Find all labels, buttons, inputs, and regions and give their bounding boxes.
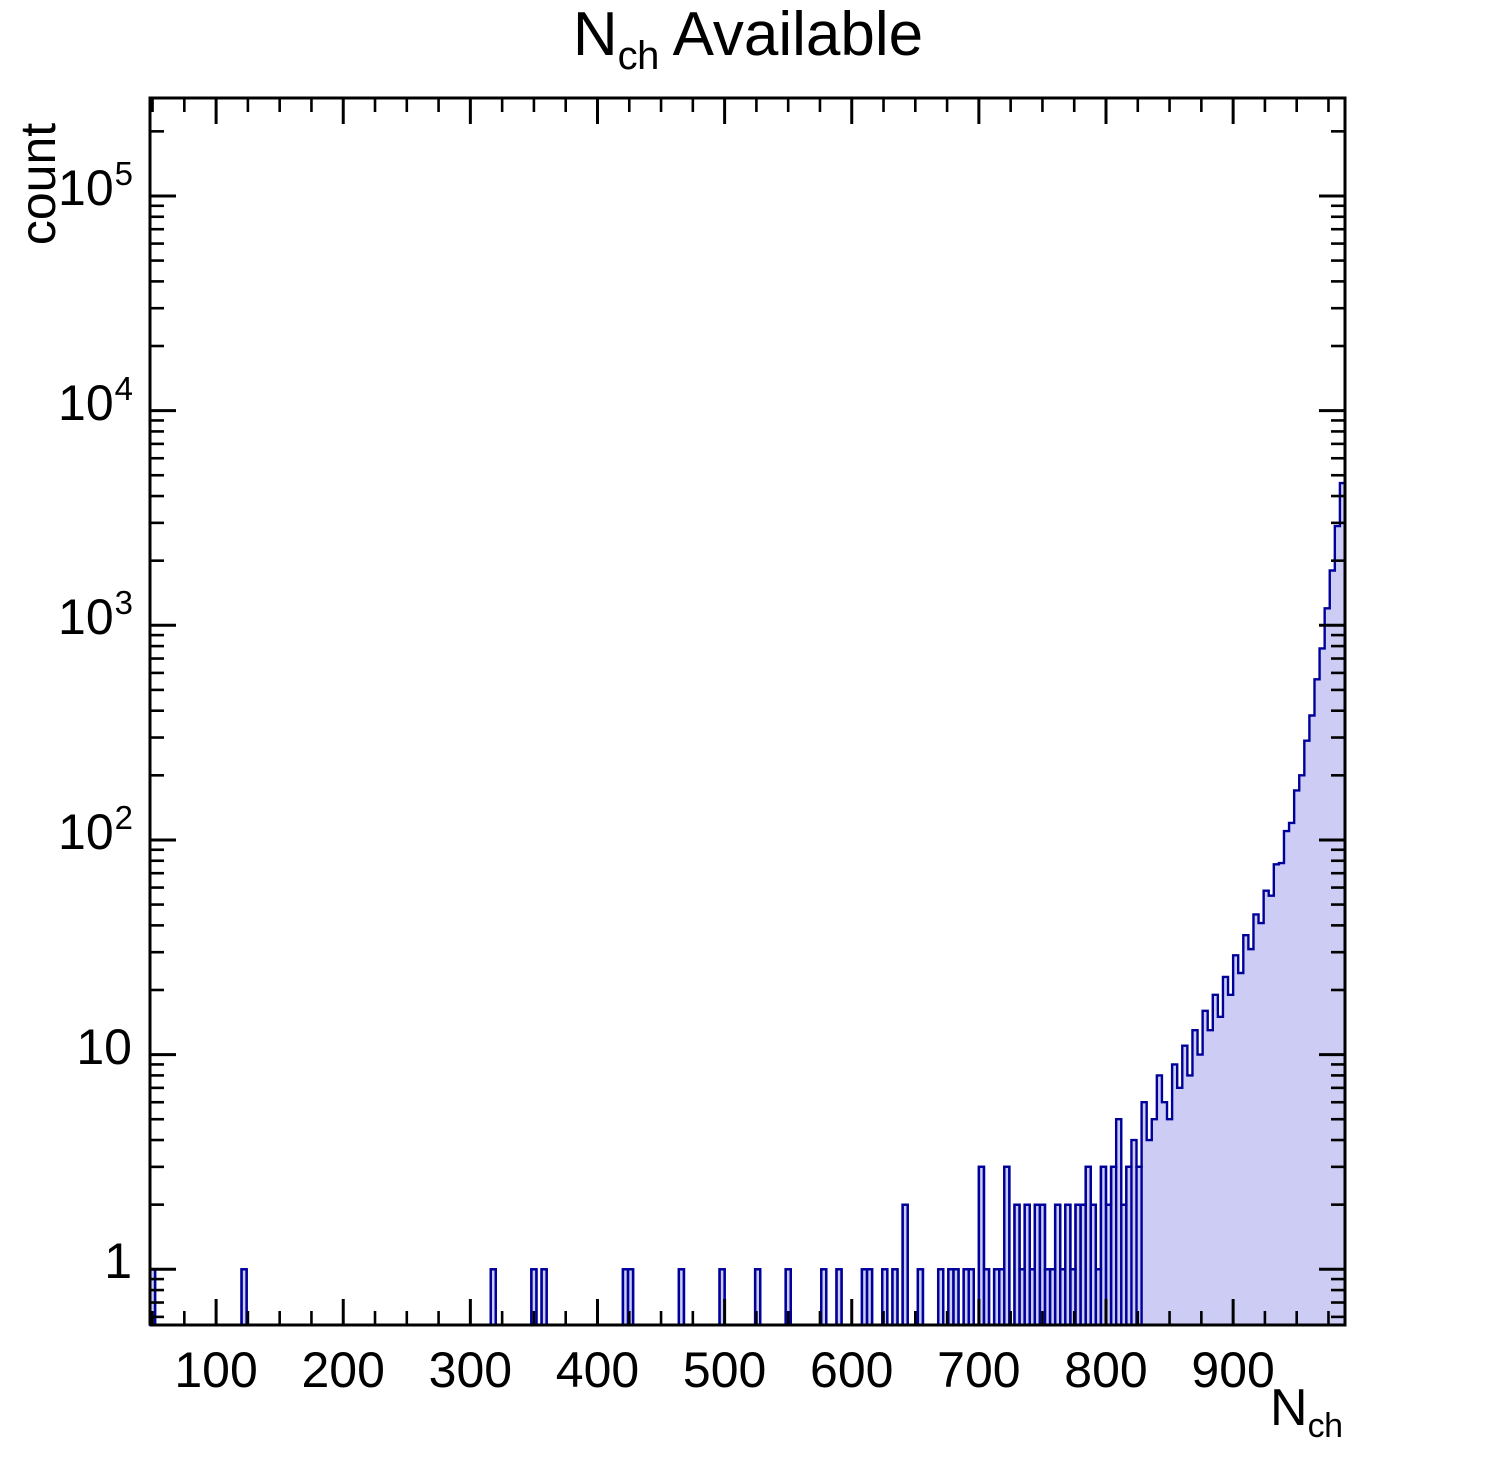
- x-tick-label: 100: [174, 1342, 258, 1398]
- x-tick-label: 300: [428, 1342, 513, 1398]
- y-tick-mantissa: 10: [76, 1018, 132, 1075]
- y-tick-exponent: 2: [114, 798, 133, 836]
- x-tick-label: 700: [937, 1342, 1021, 1398]
- y-tick-label: 104: [58, 372, 133, 431]
- y-tick-mantissa: 1: [104, 1233, 132, 1290]
- y-tick-mantissa: 10: [58, 803, 114, 860]
- x-tick-label: 200: [301, 1342, 385, 1398]
- y-tick-label: 103: [58, 586, 133, 646]
- axis-ticks: [150, 98, 1345, 1325]
- y-tick-exponent: 3: [114, 584, 133, 622]
- y-tick-exponent: 4: [114, 369, 133, 407]
- x-tick-label: 900: [1191, 1342, 1275, 1398]
- y-tick-mantissa: 10: [58, 159, 114, 216]
- y-tick-label: 10: [76, 1022, 132, 1072]
- histogram-series: [148, 481, 1347, 1327]
- title-tail: Available: [658, 0, 924, 69]
- y-tick-exponent: 5: [114, 154, 133, 192]
- x-tick-label: 400: [555, 1342, 640, 1398]
- x-axis-title-main: N: [1270, 1379, 1308, 1437]
- y-tick-label: 102: [58, 801, 133, 860]
- x-tick-label: 600: [810, 1342, 894, 1398]
- x-tick-label: 800: [1064, 1342, 1148, 1398]
- y-tick-mantissa: 10: [58, 589, 114, 646]
- y-tick-mantissa: 10: [58, 374, 114, 431]
- x-tick-label: 500: [682, 1342, 767, 1398]
- x-axis-title-subscript: ch: [1307, 1407, 1343, 1445]
- y-tick-label: 105: [58, 157, 133, 216]
- title-main: N: [572, 0, 618, 69]
- title-subscript: ch: [617, 34, 660, 78]
- y-tick-label: 1: [104, 1236, 132, 1286]
- x-axis-title: Nch: [1270, 1378, 1343, 1445]
- page-title: Nch Available: [0, 4, 1496, 77]
